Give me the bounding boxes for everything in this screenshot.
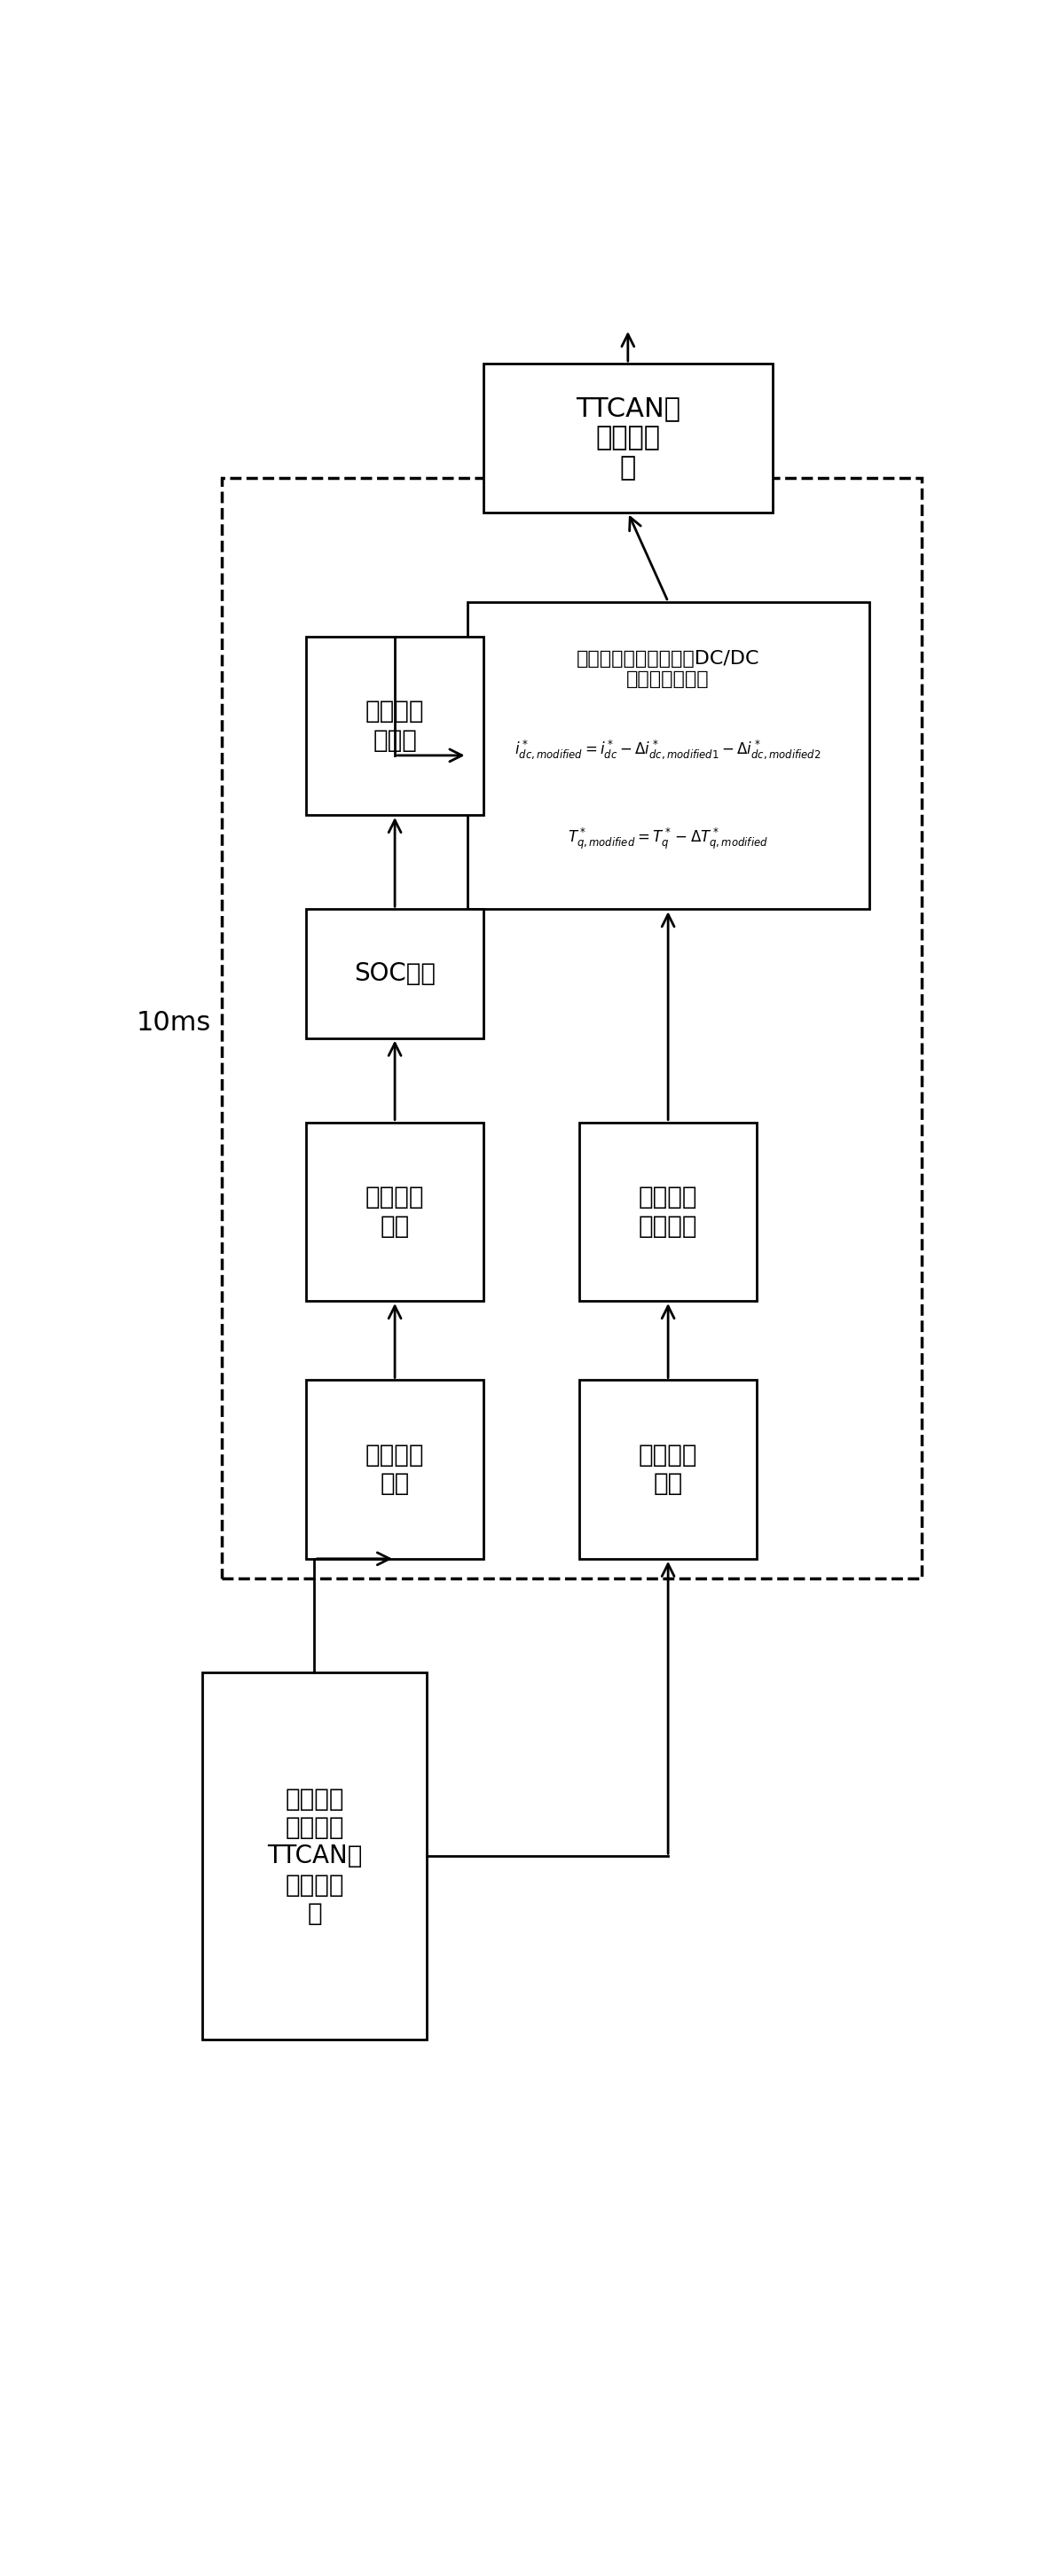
Text: 路况自适
应补偿: 路况自适 应补偿 <box>365 698 424 752</box>
Text: 司机命令
解释: 司机命令 解释 <box>365 1185 424 1239</box>
FancyBboxPatch shape <box>307 636 483 814</box>
Text: SOC校验: SOC校验 <box>354 961 436 987</box>
Text: 数字量、
模拟量、
TTCAN总
线数据读
取: 数字量、 模拟量、 TTCAN总 线数据读 取 <box>267 1785 362 1927</box>
FancyBboxPatch shape <box>307 1123 483 1301</box>
FancyBboxPatch shape <box>202 1672 427 2040</box>
Text: $i^*_{dc,modified}=i^*_{dc}-\Delta i^*_{dc,modified1}-\Delta i^*_{dc,modified2}$: $i^*_{dc,modified}=i^*_{dc}-\Delta i^*_{… <box>514 737 821 760</box>
Text: $T^*_{q,modified}=T^*_{q}-\Delta T^*_{q,modified}$: $T^*_{q,modified}=T^*_{q}-\Delta T^*_{q,… <box>568 827 768 850</box>
FancyBboxPatch shape <box>483 363 773 513</box>
Text: 整车诊断
修正: 整车诊断 修正 <box>639 1443 698 1497</box>
FancyBboxPatch shape <box>307 1381 483 1558</box>
FancyBboxPatch shape <box>307 909 483 1038</box>
Text: 等效氢耗
优化分配: 等效氢耗 优化分配 <box>639 1185 698 1239</box>
FancyBboxPatch shape <box>580 1123 757 1301</box>
Text: 修正后电机驱动控矩及DC/DC
目标电流计算：: 修正后电机驱动控矩及DC/DC 目标电流计算： <box>577 649 760 688</box>
FancyBboxPatch shape <box>580 1381 757 1558</box>
Text: 10ms: 10ms <box>137 1010 212 1036</box>
FancyBboxPatch shape <box>468 603 869 909</box>
Text: 电机状态
切换: 电机状态 切换 <box>365 1443 424 1497</box>
Text: TTCAN总
线数据发
送: TTCAN总 线数据发 送 <box>576 394 680 482</box>
